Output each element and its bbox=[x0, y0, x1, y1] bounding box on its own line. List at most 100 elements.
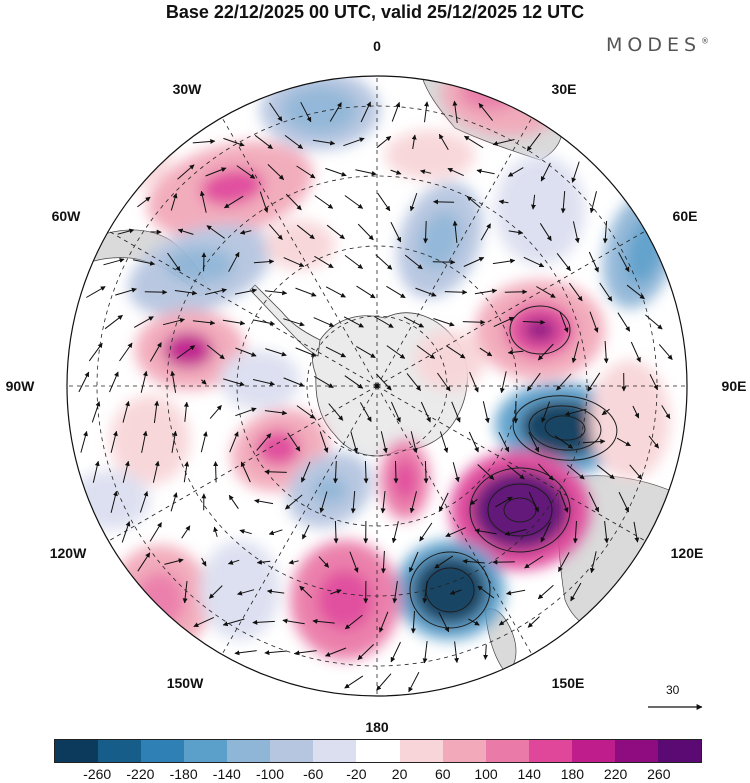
anomaly-negative-30 bbox=[430, 572, 470, 608]
wind-vector-301 bbox=[264, 650, 287, 656]
wind-vector-100 bbox=[536, 286, 556, 298]
antarctic-peninsula bbox=[249, 284, 321, 357]
wind-vector-210 bbox=[301, 461, 311, 483]
wind-vector-180 bbox=[601, 408, 610, 416]
wind-vector-96 bbox=[415, 287, 437, 297]
wind-vector-292 bbox=[312, 618, 335, 624]
wind-vector-128 bbox=[235, 347, 257, 357]
wind-vector-222 bbox=[110, 490, 118, 513]
lon-label-120w: 120W bbox=[49, 545, 87, 561]
wind-vector-6 bbox=[452, 100, 458, 123]
anomaly-positive-27 bbox=[510, 502, 530, 518]
wind-vector-247 bbox=[333, 520, 339, 544]
wind-vector-220 bbox=[596, 464, 615, 480]
wind-vector-33 bbox=[571, 161, 580, 183]
wind-vector-202 bbox=[648, 435, 659, 449]
wind-vector-176 bbox=[482, 401, 490, 424]
wind-vector-197 bbox=[498, 431, 510, 453]
wind-vector-183 bbox=[80, 430, 88, 453]
wind-vector-49 bbox=[589, 191, 597, 214]
wind-vector-17 bbox=[463, 135, 484, 149]
map-disk bbox=[67, 76, 687, 696]
wind-vector-29 bbox=[447, 167, 464, 177]
wind-vector-21 bbox=[205, 167, 227, 177]
wind-vector-229 bbox=[319, 491, 328, 513]
brand-name: MODES bbox=[606, 34, 702, 56]
wind-vector-238 bbox=[588, 491, 600, 513]
wind-vector-50 bbox=[117, 228, 135, 235]
wind-vector-223 bbox=[139, 491, 149, 513]
colorbar-label-0: -260 bbox=[83, 766, 112, 782]
wind-vector-212 bbox=[363, 460, 369, 484]
wind-vector-304 bbox=[357, 644, 375, 660]
wind-vector-211 bbox=[333, 460, 339, 484]
wind-vector-20 bbox=[177, 164, 195, 180]
meridian-30 bbox=[376, 117, 533, 387]
colorbar-label-4: -100 bbox=[255, 766, 285, 782]
wind-vector-130 bbox=[295, 347, 317, 357]
wind-vector-24 bbox=[296, 165, 316, 179]
wind-vector-208 bbox=[240, 461, 251, 483]
wind-vector-306 bbox=[422, 641, 428, 664]
wind-vector-8 bbox=[192, 138, 216, 144]
wind-vector-10 bbox=[254, 134, 273, 150]
wind-vector-174 bbox=[420, 401, 431, 423]
wind-vector-274 bbox=[182, 581, 188, 604]
wind-vectors bbox=[78, 100, 673, 693]
wind-vector-103 bbox=[626, 284, 645, 300]
anomaly-positive-5 bbox=[200, 168, 264, 206]
wind-vector-105 bbox=[133, 316, 154, 328]
anomaly-positive-16 bbox=[524, 318, 556, 342]
wind-vector-305 bbox=[390, 641, 401, 663]
wind-vector-216 bbox=[477, 464, 495, 480]
wind-vector-190 bbox=[287, 432, 301, 452]
wind-vector-85 bbox=[86, 286, 106, 298]
wind-vector-133 bbox=[386, 345, 406, 359]
wind-vector-59 bbox=[390, 221, 402, 243]
colorbar-label-12: 220 bbox=[603, 766, 628, 782]
wind-vector-93 bbox=[325, 286, 346, 298]
wind-vector-150 bbox=[283, 377, 305, 387]
wind-vector-252 bbox=[474, 528, 497, 535]
wind-vector-213 bbox=[393, 460, 399, 484]
wind-vector-98 bbox=[474, 288, 498, 295]
wind-vector-245 bbox=[268, 529, 283, 536]
wind-vector-143 bbox=[78, 371, 90, 393]
wind-vector-271 bbox=[524, 555, 544, 569]
wind-vector-30 bbox=[476, 168, 495, 175]
wind-vector-23 bbox=[267, 164, 285, 180]
wind-vector-199 bbox=[554, 435, 574, 449]
wind-vector-137 bbox=[507, 349, 524, 355]
wind-vector-127 bbox=[206, 344, 225, 360]
colorbar-swatch-6 bbox=[313, 740, 357, 762]
colorbar-swatch-14 bbox=[657, 740, 701, 762]
wind-vector-296 bbox=[438, 611, 450, 633]
wind-vector-219 bbox=[566, 464, 585, 480]
wind-vector-131 bbox=[325, 346, 347, 358]
wind-vector-63 bbox=[508, 229, 524, 235]
colorbar-swatch-5 bbox=[270, 740, 314, 762]
wind-vector-283 bbox=[449, 589, 462, 595]
wind-vector-72 bbox=[253, 259, 275, 265]
wind-vector-250 bbox=[419, 522, 433, 542]
contour-line-4 bbox=[487, 483, 553, 537]
colorbar-label-6: -20 bbox=[346, 766, 367, 782]
wind-vector-117 bbox=[493, 316, 515, 328]
lon-label-120e: 120E bbox=[670, 545, 704, 561]
new-zealand-landmass bbox=[484, 608, 517, 673]
anomaly-positive-39 bbox=[110, 395, 190, 485]
lon-label-60e: 60E bbox=[672, 208, 698, 224]
wind-vector-201 bbox=[616, 437, 631, 447]
wind-vector-218 bbox=[537, 463, 554, 481]
wind-vector-269 bbox=[462, 558, 485, 564]
wind-vector-53 bbox=[206, 225, 225, 239]
wind-vector-138 bbox=[537, 343, 554, 361]
wind-vector-120 bbox=[589, 311, 599, 333]
contour-line-3 bbox=[469, 467, 571, 553]
wind-vector-77 bbox=[404, 254, 423, 270]
wind-vector-241 bbox=[149, 522, 162, 542]
wind-vector-149 bbox=[252, 379, 275, 386]
wind-vector-109 bbox=[252, 319, 276, 326]
colorbar-swatch-13 bbox=[614, 740, 658, 762]
wind-vector-191 bbox=[319, 431, 329, 453]
